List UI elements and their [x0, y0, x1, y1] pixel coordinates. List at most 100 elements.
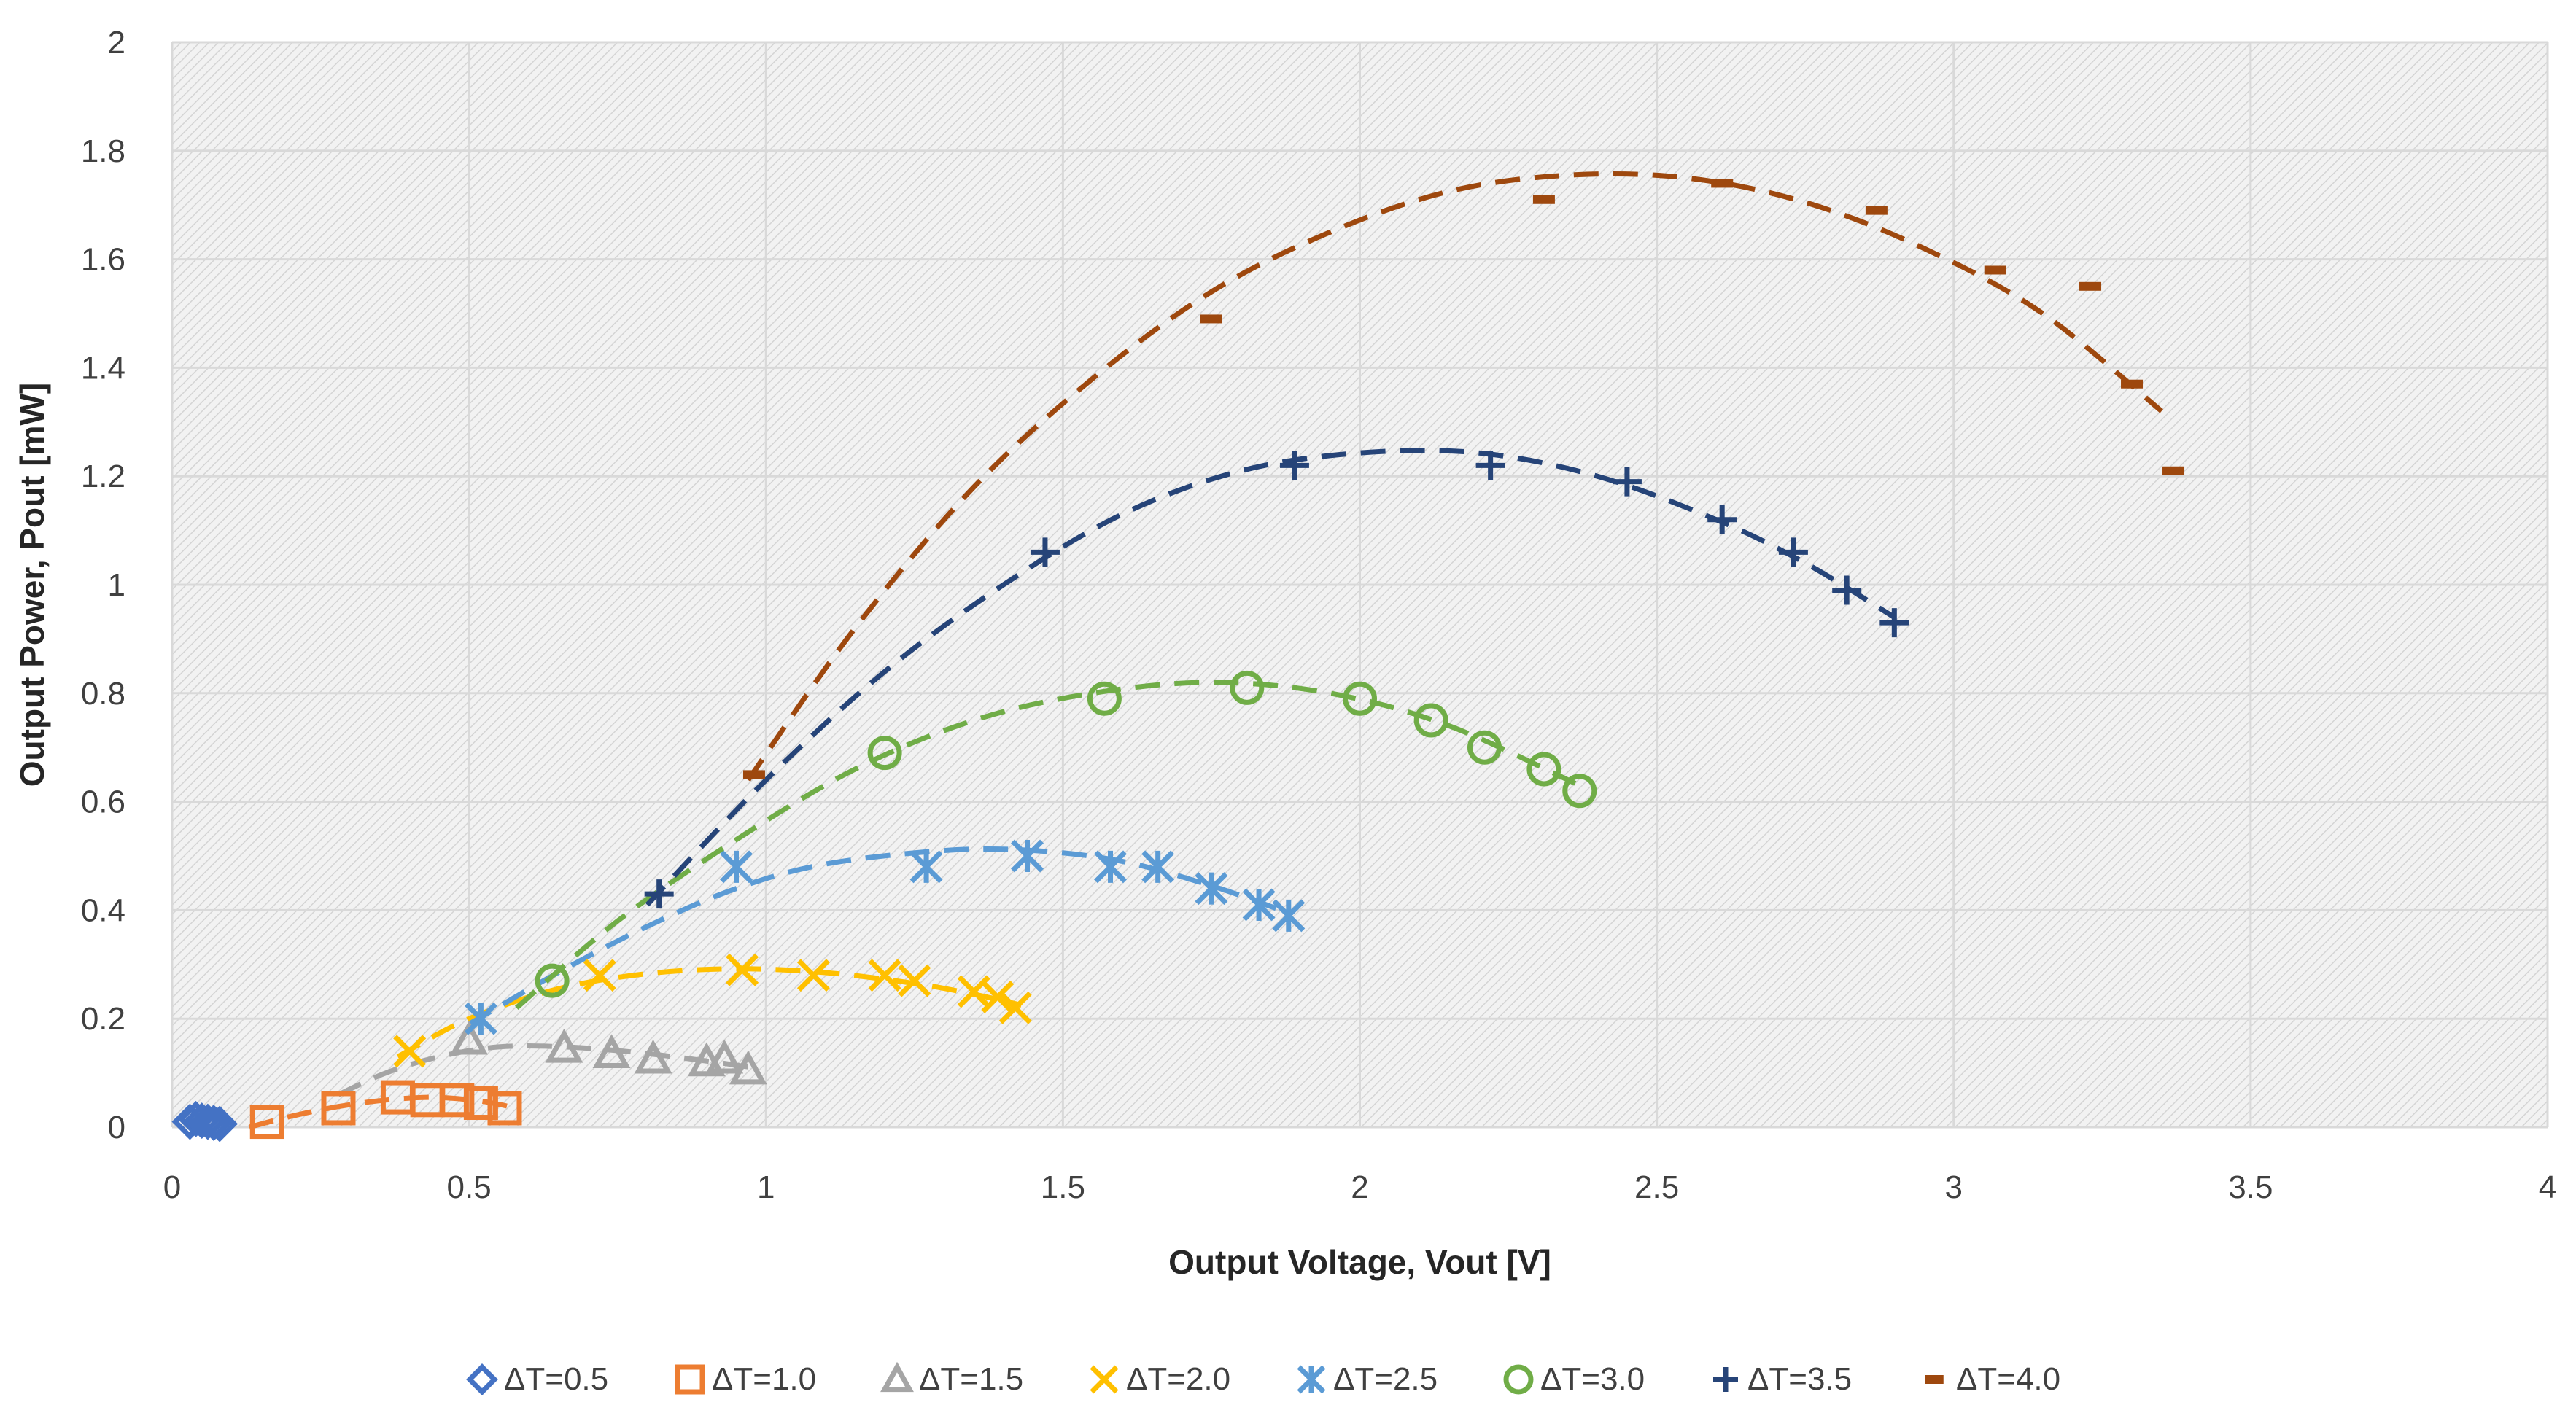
data-point: [393, 1035, 427, 1068]
data-point: [464, 1002, 497, 1035]
data-point: [195, 1105, 232, 1141]
y-tick-label: 0.8: [81, 676, 125, 712]
legend-marker: [880, 1361, 914, 1393]
data-point: [1612, 467, 1642, 497]
y-tick-label: 1.8: [81, 133, 125, 169]
data-point: [726, 953, 759, 986]
data-point: [1526, 752, 1561, 787]
data-point: [957, 975, 990, 1008]
data-point: [1879, 608, 1909, 638]
legend-item: ΔT=2.0: [1090, 1361, 1230, 1397]
y-tick-label: 0.6: [81, 785, 125, 820]
data-point: [1195, 872, 1228, 906]
data-point: [583, 959, 616, 992]
data-point: [1141, 850, 1175, 884]
data-point: [720, 850, 753, 884]
data-point: [644, 879, 674, 909]
x-axis-title: Output Voltage, Vout [V]: [1168, 1243, 1551, 1281]
y-tick-label: 0: [108, 1110, 125, 1145]
y-tick-label: 2: [108, 25, 125, 61]
data-point: [1242, 888, 1276, 922]
legend-label: ΔT=0.5: [504, 1361, 608, 1397]
legend-marker: [675, 1364, 705, 1395]
data-point: [1865, 206, 1888, 215]
data-point: [1532, 195, 1555, 204]
data-point: [1711, 179, 1734, 188]
data-point: [1475, 451, 1505, 480]
legend-marker: [1297, 1365, 1326, 1394]
y-tick-label: 0.2: [81, 1001, 125, 1037]
data-point: [981, 980, 1015, 1013]
data-point: [1984, 265, 2006, 275]
data-point: [729, 1050, 767, 1085]
legend-marker: [1713, 1367, 1738, 1392]
data-point: [2162, 466, 2185, 475]
data-point: [321, 1091, 356, 1126]
y-tick-label: 1.4: [81, 350, 125, 386]
y-tick-label: 0.4: [81, 892, 125, 928]
data-point: [634, 1039, 672, 1074]
x-tick-label: 1: [757, 1169, 775, 1205]
legend-item: ΔT=3.5: [1713, 1361, 1852, 1397]
x-tick-label: 0.5: [447, 1169, 492, 1205]
legend-marker: [466, 1363, 498, 1395]
data-point: [201, 1105, 238, 1142]
legend-item: ΔT=1.0: [675, 1361, 816, 1397]
data-point: [898, 964, 931, 997]
data-point: [545, 1028, 583, 1063]
data-point: [592, 1034, 631, 1069]
data-point: [1778, 537, 1808, 567]
trendline-series-8: [745, 171, 2163, 782]
x-tick-label: 3: [1945, 1169, 1963, 1205]
data-point: [742, 770, 765, 779]
trendline-series-4: [396, 966, 1023, 1059]
data-point: [1094, 850, 1127, 884]
legend-item: ΔT=3.0: [1503, 1361, 1645, 1397]
trendline-series-2: [248, 1094, 517, 1130]
legend-label: ΔT=3.5: [1747, 1361, 1852, 1397]
legend-label: ΔT=1.0: [712, 1361, 816, 1397]
data-point: [909, 850, 943, 884]
data-point: [440, 1083, 475, 1118]
data-point: [1030, 537, 1060, 567]
data-point: [1087, 681, 1122, 716]
legend-label: ΔT=4.0: [1956, 1361, 2060, 1397]
x-tick-label: 2.5: [1634, 1169, 1679, 1205]
trendline-series-6: [514, 680, 1581, 1010]
data-point: [463, 1086, 498, 1121]
data-point: [1200, 314, 1222, 324]
data-point: [1343, 681, 1377, 716]
data-point: [1230, 670, 1265, 705]
legend-item: ΔT=1.5: [880, 1361, 1023, 1397]
legend-item: ΔT=2.5: [1297, 1361, 1438, 1397]
data-point: [1467, 730, 1502, 765]
legend-label: ΔT=2.0: [1126, 1361, 1230, 1397]
data-point: [450, 1020, 489, 1055]
data-point: [487, 1091, 522, 1126]
x-tick-label: 1.5: [1041, 1169, 1085, 1205]
legend-marker: [1925, 1375, 1944, 1384]
x-tick-label: 4: [2539, 1169, 2556, 1205]
data-point: [1413, 703, 1448, 738]
data-point: [1832, 575, 1862, 605]
legend-label: ΔT=3.0: [1540, 1361, 1645, 1397]
legend-item: ΔT=4.0: [1925, 1361, 2060, 1397]
y-axis-title: Output Power, Pout [mW]: [13, 383, 51, 787]
y-tick-label: 1.2: [81, 459, 125, 494]
data-point: [535, 963, 570, 998]
data-point: [1562, 774, 1597, 809]
data-point: [705, 1039, 744, 1074]
legend-marker: [1090, 1365, 1119, 1394]
legend: ΔT=0.5 ΔT=1.0 ΔT=1.5 ΔT=2.0 ΔT=2.5 ΔT=3.0 ΔT=3…: [466, 1361, 2060, 1397]
x-tick-label: 0: [163, 1169, 181, 1205]
y-tick-label: 1.6: [81, 242, 125, 278]
data-point: [1011, 839, 1044, 873]
legend-item: ΔT=0.5: [466, 1361, 608, 1397]
x-tick-label: 2: [1351, 1169, 1368, 1205]
data-point: [189, 1103, 226, 1140]
data-point: [868, 959, 901, 992]
x-tick-label: 3.5: [2228, 1169, 2273, 1205]
data-point: [796, 959, 830, 992]
data-point: [2121, 379, 2144, 389]
